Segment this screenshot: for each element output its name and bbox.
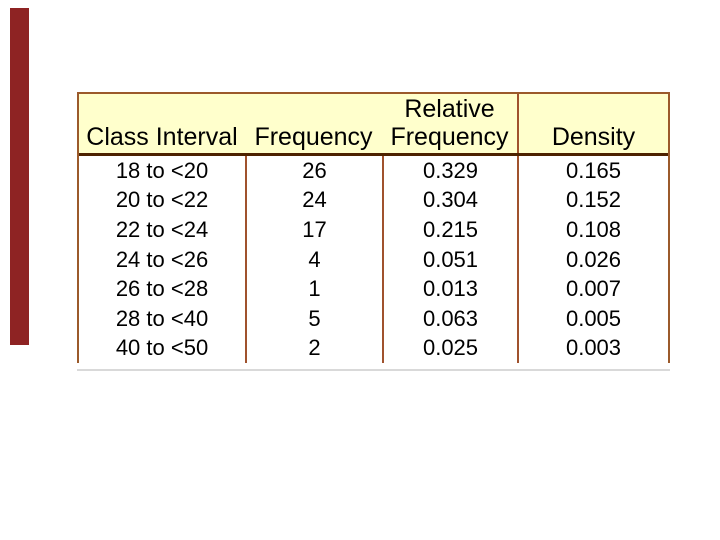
- table-cell: 20 to <22: [115, 187, 209, 213]
- table-cell: 28 to <40: [115, 305, 209, 331]
- column-header-label: Frequency: [254, 123, 373, 151]
- table-row: 26 to <28 1 0.013 0.007: [79, 274, 668, 304]
- column-header-frequency: Frequency: [245, 94, 382, 153]
- table-cell: 0.013: [382, 274, 517, 304]
- column-header-label: Class Interval: [86, 123, 238, 151]
- slide-accent-bar: [10, 8, 29, 345]
- table-row: 40 to <50 2 0.025 0.003: [79, 333, 668, 364]
- table-cell: 40 to <50: [115, 335, 209, 361]
- table-cell: 0.005: [517, 303, 668, 334]
- table-cell: 17: [245, 215, 382, 245]
- table-cell: 0.215: [382, 215, 517, 245]
- table-row: 22 to <24 17 0.215 0.108: [79, 215, 668, 245]
- table-cell: 24 to <26: [115, 246, 209, 272]
- frequency-table: Class Interval Frequency Relative Freque…: [77, 92, 670, 364]
- table-cell: 0.026: [517, 244, 668, 275]
- column-header-label: Density: [551, 123, 636, 151]
- table-cell: 1: [245, 274, 382, 304]
- table-row: 24 to <26 4 0.051 0.026: [79, 244, 668, 275]
- table-cell: 24: [245, 185, 382, 216]
- table-cell: 0.007: [517, 274, 668, 304]
- table-body: 18 to <20 26 0.329 0.165 20 to <22 24 0.304 0.1…: [79, 156, 668, 364]
- column-header-relative-frequency: Relative Frequency: [382, 94, 517, 153]
- table-header-row: Class Interval Frequency Relative Freque…: [79, 94, 668, 156]
- table-row: 18 to <20 26 0.329 0.165: [79, 156, 668, 186]
- table-cell: 22 to <24: [115, 216, 209, 242]
- table-row: 28 to <40 5 0.063 0.005: [79, 303, 668, 334]
- table-cell: 2: [245, 333, 382, 364]
- column-header-label-line1: Relative: [404, 95, 495, 123]
- table-cell: 0.329: [382, 156, 517, 186]
- table-cell: 0.165: [517, 156, 668, 186]
- column-header-label-line2: Frequency: [390, 123, 509, 151]
- column-header-density: Density: [517, 94, 668, 153]
- table-bottom-shadow-line: [77, 369, 670, 371]
- table-cell: 0.152: [517, 185, 668, 216]
- table-cell: 0.025: [382, 333, 517, 364]
- table-cell: 18 to <20: [115, 157, 209, 183]
- table-cell: 0.304: [382, 185, 517, 216]
- table-cell: 0.051: [382, 244, 517, 275]
- table-cell: 26: [245, 156, 382, 186]
- table-cell: 5: [245, 303, 382, 334]
- table-cell: 0.108: [517, 215, 668, 245]
- table-row: 20 to <22 24 0.304 0.152: [79, 185, 668, 216]
- table-cell: 4: [245, 244, 382, 275]
- table-cell: 0.003: [517, 333, 668, 364]
- column-header-class-interval: Class Interval: [79, 94, 245, 153]
- table-cell: 0.063: [382, 303, 517, 334]
- table-cell: 26 to <28: [115, 276, 209, 302]
